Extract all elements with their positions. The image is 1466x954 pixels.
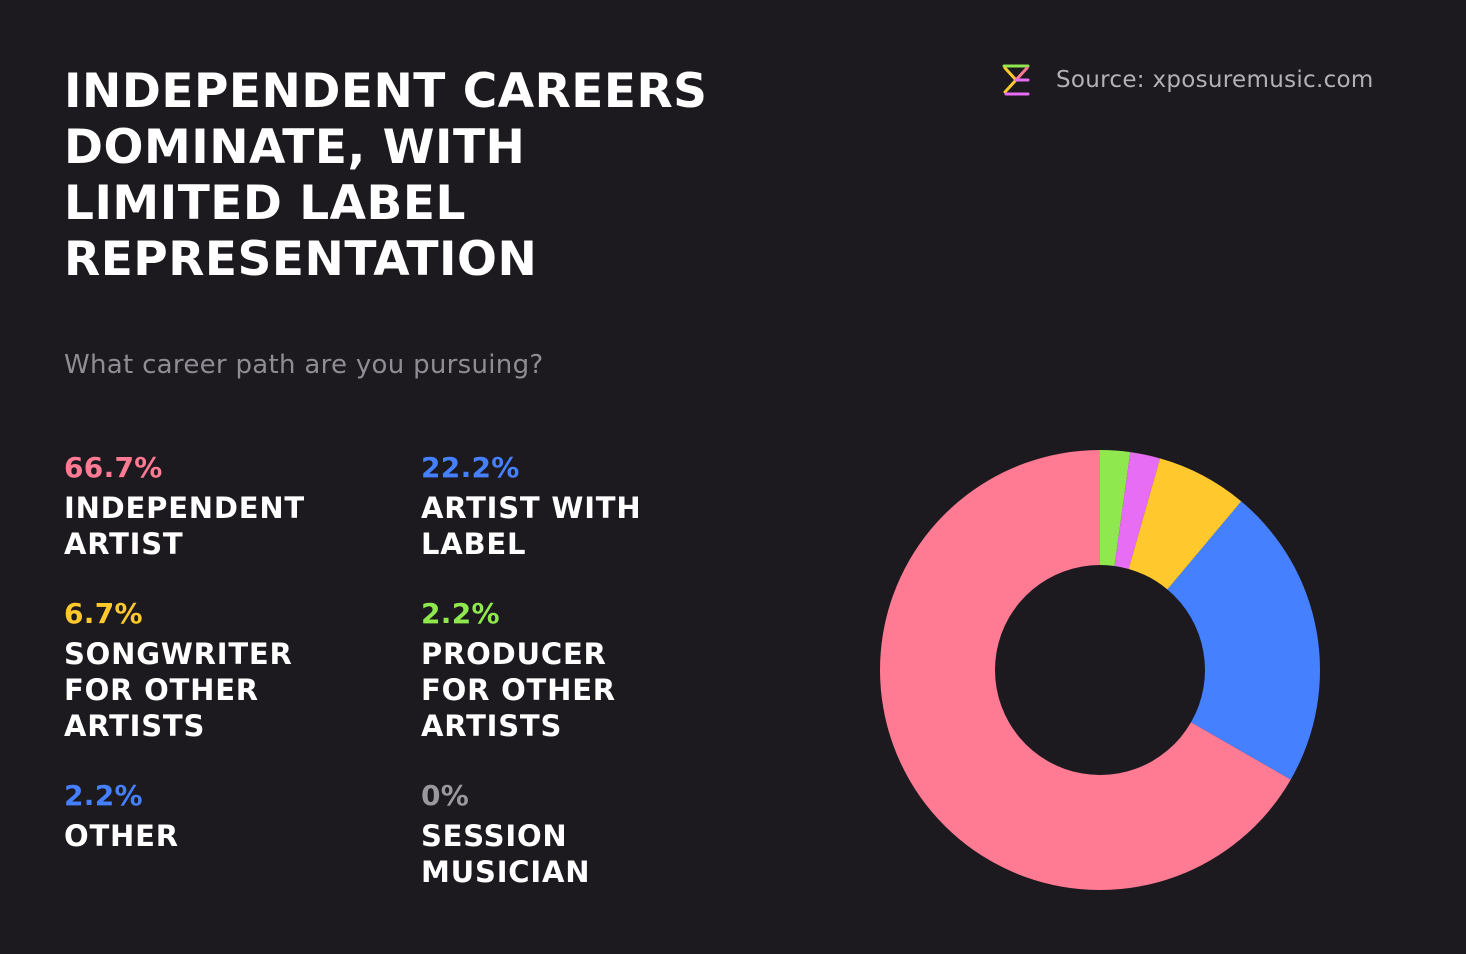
legend-pct: 2.2%: [421, 597, 500, 630]
chart-subtitle: What career path are you pursuing?: [64, 350, 544, 380]
xposure-logo-icon: [1002, 64, 1030, 96]
donut-slice-songwriter-for-other-artists[interactable]: [1128, 458, 1242, 590]
donut-slice-artist-with-label[interactable]: [1167, 501, 1320, 780]
legend-label: PRODUCER FOR OTHER ARTISTS: [421, 637, 616, 743]
chart-title: INDEPENDENT CAREERS DOMINATE, WITH LIMIT…: [64, 64, 708, 287]
legend-label: SESSION MUSICIAN: [421, 819, 591, 889]
legend-pct: 22.2%: [421, 451, 520, 484]
legend-pct: 0%: [421, 779, 470, 812]
legend-item-other: 2.2% OTHER: [64, 778, 384, 854]
donut-slice-independent-artist[interactable]: [879, 450, 1291, 890]
donut-slice-producer-for-other-artists[interactable]: [1100, 450, 1131, 567]
legend-pct: 2.2%: [64, 779, 143, 812]
source-attribution: Source: xposuremusic.com: [1000, 62, 1374, 98]
source-text[interactable]: Source: xposuremusic.com: [1056, 67, 1374, 93]
legend-item-producer: 2.2% PRODUCER FOR OTHER ARTISTS: [421, 596, 741, 744]
legend-label: ARTIST WITH LABEL: [421, 491, 642, 561]
legend-pct: 66.7%: [64, 451, 163, 484]
legend-item-session-musician: 0% SESSION MUSICIAN: [421, 778, 741, 890]
donut-chart: [879, 450, 1320, 890]
donut-slice-other[interactable]: [1114, 452, 1161, 569]
legend-item-songwriter: 6.7% SONGWRITER FOR OTHER ARTISTS: [64, 596, 384, 744]
legend-item-independent-artist: 66.7% INDEPENDENT ARTIST: [64, 450, 384, 562]
legend-label: INDEPENDENT ARTIST: [64, 491, 306, 561]
legend-label: OTHER: [64, 819, 179, 853]
legend-label: SONGWRITER FOR OTHER ARTISTS: [64, 637, 293, 743]
legend-pct: 6.7%: [64, 597, 143, 630]
legend-item-artist-with-label: 22.2% ARTIST WITH LABEL: [421, 450, 741, 562]
